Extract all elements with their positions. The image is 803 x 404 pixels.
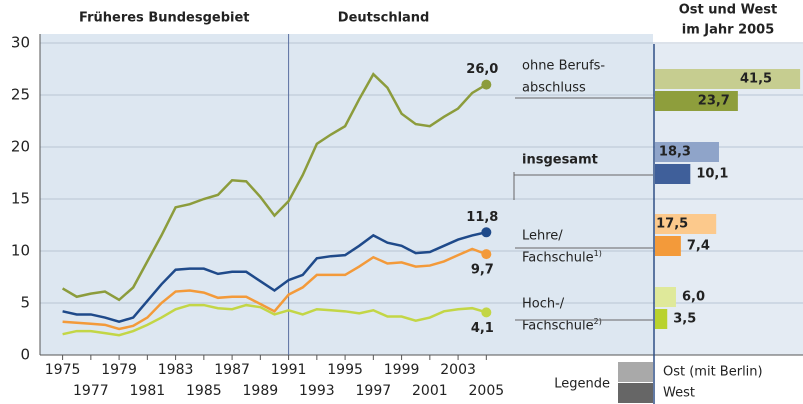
x-tick-label: 1985 xyxy=(186,383,222,399)
end-label: 11,8 xyxy=(466,210,498,225)
x-tick-label: 1987 xyxy=(214,362,250,378)
y-tick-label: 5 xyxy=(20,294,30,312)
bar-value-label: 10,1 xyxy=(696,167,728,182)
end-label: 4,1 xyxy=(471,321,494,336)
header: Früheres Bundesgebiet xyxy=(79,11,249,26)
y-tick-label: 25 xyxy=(11,86,30,104)
x-tick-label: 1997 xyxy=(356,383,392,399)
x-tick-label: 1989 xyxy=(243,383,279,399)
y-tick-label: 20 xyxy=(11,138,30,156)
category-label: Lehre/ xyxy=(522,229,563,244)
x-tick-label: 1995 xyxy=(327,362,363,378)
end-label: 9,7 xyxy=(471,263,494,278)
bar xyxy=(655,214,717,234)
legend-label: Ost (mit Berlin) xyxy=(663,365,763,380)
end-label: 26,0 xyxy=(466,62,498,77)
legend-title: Legende xyxy=(554,377,610,392)
category-label: insgesamt xyxy=(522,153,598,168)
bar-value-label: 3,5 xyxy=(673,312,696,327)
y-tick-label: 0 xyxy=(20,346,30,364)
bar-value-label: 17,5 xyxy=(656,217,688,232)
x-tick-label: 1981 xyxy=(130,383,166,399)
y-tick-label: 10 xyxy=(11,242,30,260)
line xyxy=(62,303,487,337)
x-tick-label: 1975 xyxy=(45,362,81,378)
y-tick-label: 15 xyxy=(11,190,30,208)
line xyxy=(62,231,487,324)
category-label: Fachschule1) xyxy=(522,249,602,266)
x-tick-label: 1991 xyxy=(271,362,307,378)
bar-value-label: 7,4 xyxy=(687,239,710,254)
bar xyxy=(655,236,681,256)
end-marker xyxy=(481,227,492,238)
bar xyxy=(655,164,691,184)
category-label: Fachschule2) xyxy=(522,317,602,334)
line xyxy=(62,247,487,331)
x-tick-label: 1999 xyxy=(384,362,420,378)
x-tick-label: 2003 xyxy=(440,362,476,378)
end-marker xyxy=(481,249,492,260)
bar xyxy=(655,91,738,111)
bar-value-label: 6,0 xyxy=(682,290,705,305)
end-marker xyxy=(481,307,492,318)
category-label: Hoch-/ xyxy=(522,297,565,312)
category-label: abschluss xyxy=(522,81,586,96)
x-tick-label: 1983 xyxy=(158,362,194,378)
line xyxy=(61,72,487,302)
bar xyxy=(655,69,801,89)
bar xyxy=(655,309,668,329)
bar xyxy=(655,142,719,162)
x-tick-label: 1977 xyxy=(73,383,109,399)
header: Deutschland xyxy=(338,11,430,26)
y-tick-label: 30 xyxy=(11,34,30,52)
legend-swatch xyxy=(618,383,653,403)
category-label: ohne Berufs- xyxy=(522,59,605,74)
x-tick-label: 1979 xyxy=(101,362,137,378)
footnote: 1) xyxy=(594,249,602,258)
legend-swatch xyxy=(618,362,653,382)
end-marker xyxy=(481,79,492,90)
x-tick-label: 2001 xyxy=(412,383,448,399)
legend-label: West xyxy=(663,386,695,401)
bar-value-label: 18,3 xyxy=(659,145,691,160)
panel-title: Ost und West xyxy=(679,3,778,18)
x-tick-label: 1993 xyxy=(299,383,335,399)
bar-value-label: 23,7 xyxy=(698,94,730,109)
x-tick-label: 2005 xyxy=(469,383,505,399)
footnote: 2) xyxy=(594,317,602,326)
bar xyxy=(655,287,676,307)
bar-value-label: 41,5 xyxy=(740,72,772,87)
panel-title: im Jahr 2005 xyxy=(682,23,775,38)
plot-background xyxy=(40,34,653,355)
